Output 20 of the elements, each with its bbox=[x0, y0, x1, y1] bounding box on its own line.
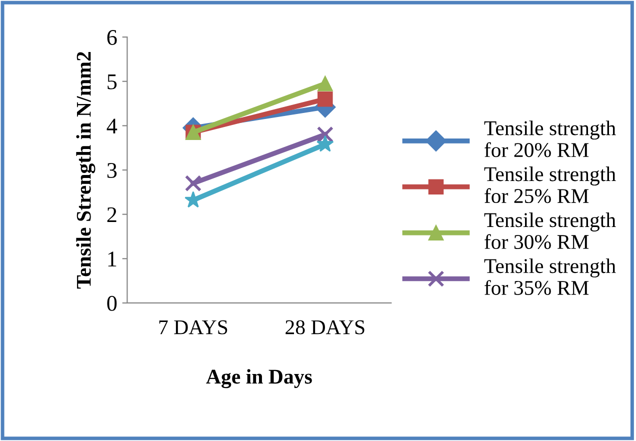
y-tick-label: 3 bbox=[107, 163, 117, 178]
point bbox=[318, 91, 333, 107]
y-tick-label: 1 bbox=[108, 252, 116, 266]
y-tick-label: 6 bbox=[107, 30, 117, 45]
x-axis-title: Age in Days bbox=[206, 369, 312, 388]
legend-label: Tensile strength for 20% RM bbox=[484, 120, 616, 158]
y-tick-label: 5 bbox=[108, 74, 117, 90]
point bbox=[316, 135, 334, 152]
legend-label: Tensile strength for 25% RM bbox=[484, 166, 616, 204]
point bbox=[184, 174, 202, 192]
y-tick-label: 2 bbox=[107, 207, 116, 222]
y-axis-title: Tensile Strength in N/mm2 bbox=[76, 52, 96, 289]
y-tick-label: 0 bbox=[107, 296, 117, 311]
point bbox=[316, 126, 334, 143]
legend-label: Tensile strength for 35% RM bbox=[484, 258, 616, 296]
x-tick-label: 7 DAYS bbox=[159, 320, 228, 334]
y-tick-label: 4 bbox=[106, 118, 118, 134]
x-tick-label: 28 DAYS bbox=[286, 320, 364, 334]
legend-label: Tensile strength for 30% RM bbox=[484, 212, 616, 250]
point bbox=[318, 76, 333, 92]
